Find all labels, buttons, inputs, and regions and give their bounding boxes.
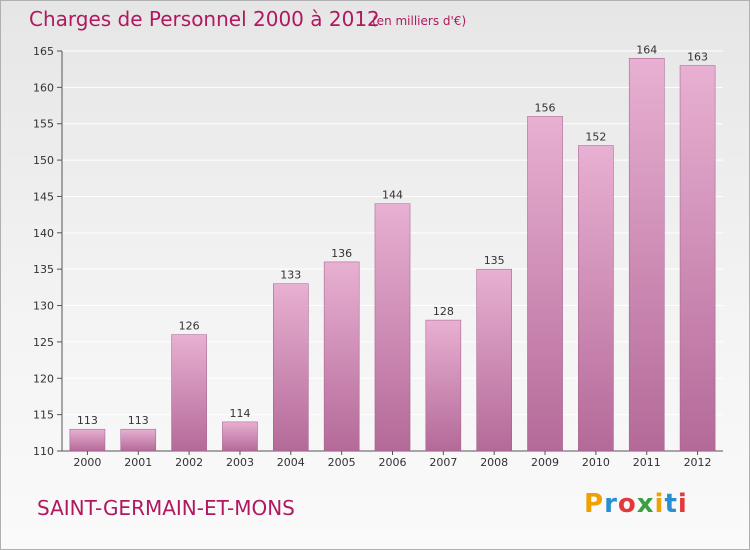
data-label: 114 (229, 407, 250, 420)
x-tick-label: 2001 (124, 456, 152, 469)
bar (323, 261, 360, 452)
data-label: 128 (433, 305, 454, 318)
logo-letter: o (617, 489, 637, 519)
data-label: 113 (128, 414, 149, 427)
y-tick-label: 120 (33, 372, 54, 385)
y-tick-label: 115 (33, 409, 54, 422)
y-tick-label: 130 (33, 300, 54, 313)
logo-letter: t (664, 489, 678, 519)
x-tick-label: 2007 (429, 456, 457, 469)
data-label: 133 (280, 269, 301, 282)
data-label: 135 (484, 254, 505, 267)
bar (374, 203, 411, 452)
chart-subtitle: (en milliers d'€) (372, 14, 467, 28)
chart-title: Charges de Personnel 2000 à 2012 (29, 7, 380, 31)
x-tick-label: 2002 (175, 456, 203, 469)
bar (679, 65, 716, 452)
bar (69, 428, 106, 452)
data-label: 156 (535, 101, 556, 114)
y-tick-label: 135 (33, 263, 54, 276)
data-label: 163 (687, 51, 708, 64)
logo-letter: r (604, 489, 618, 519)
bar (120, 428, 157, 452)
y-tick-label: 140 (33, 227, 54, 240)
x-tick-label: 2004 (277, 456, 305, 469)
logo-letter: i (677, 489, 688, 519)
x-tick-label: 2010 (582, 456, 610, 469)
y-tick-label: 165 (33, 45, 54, 58)
bar (273, 283, 309, 452)
data-label: 144 (382, 189, 403, 202)
logo-letter: i (654, 489, 665, 519)
data-label: 152 (585, 131, 606, 144)
x-tick-label: 2000 (73, 456, 101, 469)
x-tick-label: 2011 (633, 456, 661, 469)
bar (425, 319, 462, 452)
commune-name: SAINT-GERMAIN-ET-MONS (37, 496, 295, 520)
logo-letter: P (584, 489, 605, 519)
bar (476, 268, 512, 452)
bar (527, 116, 563, 452)
x-tick-label: 2012 (684, 456, 712, 469)
data-label: 126 (179, 320, 200, 333)
x-tick-label: 2006 (379, 456, 407, 469)
y-tick-label: 145 (33, 190, 54, 203)
y-tick-label: 150 (33, 154, 54, 167)
logo-letter: x (636, 489, 655, 519)
data-label: 164 (636, 43, 657, 56)
y-tick-label: 110 (33, 445, 54, 458)
y-tick-label: 155 (33, 118, 54, 131)
bar (171, 334, 207, 452)
data-label: 136 (331, 247, 352, 260)
x-tick-label: 2008 (480, 456, 508, 469)
x-tick-label: 2003 (226, 456, 254, 469)
y-tick-label: 125 (33, 336, 54, 349)
proxiti-logo: Proxiti (584, 489, 688, 519)
bar (222, 421, 258, 452)
data-label: 113 (77, 414, 98, 427)
bar (578, 145, 614, 452)
y-tick-label: 160 (33, 81, 54, 94)
x-tick-label: 2005 (328, 456, 356, 469)
x-tick-label: 2009 (531, 456, 559, 469)
bar (628, 58, 665, 452)
